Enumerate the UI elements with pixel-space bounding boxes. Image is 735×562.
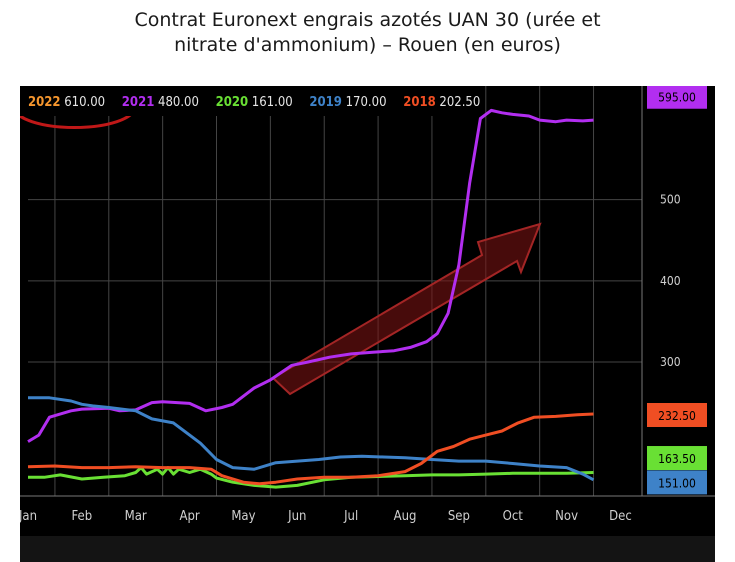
- last-value-label-box: [647, 403, 707, 427]
- x-tick-label: Feb: [72, 509, 93, 524]
- y-tick-label: 500: [660, 193, 681, 207]
- last-value-label-box: [647, 86, 707, 109]
- last-value-label: 232.50: [658, 409, 696, 423]
- trend-arrow-annotation: [271, 222, 542, 396]
- chart-title-line-2: nitrate d'ammonium) – Rouen (en euros): [174, 34, 561, 56]
- x-tick-label: Mar: [125, 509, 147, 524]
- last-value-label-box: [647, 446, 707, 471]
- x-tick-label: May: [231, 509, 255, 524]
- line-chart: 300 400 500 Jan Feb Mar Apr May Jun Jul Aug Sep Oct N…: [20, 86, 715, 562]
- x-tick-label: Dec: [609, 509, 632, 524]
- legend-series-name: 2022: [28, 95, 61, 110]
- y-tick-label: 300: [660, 355, 681, 369]
- x-tick-label: Apr: [179, 509, 199, 524]
- bottom-bar: [20, 536, 715, 562]
- series-line-2018: [27, 412, 594, 486]
- legend-background: [20, 86, 450, 116]
- legend-series-value: 202.50: [439, 95, 480, 110]
- x-tick-label: Sep: [448, 509, 470, 524]
- x-tick-label: Nov: [555, 509, 578, 524]
- series-line-2021: [27, 108, 594, 443]
- legend-series-value: 161.00: [252, 95, 293, 110]
- x-tick-label: Jun: [287, 509, 306, 524]
- last-value-label: 595.00: [658, 91, 696, 105]
- chart-frame: 300 400 500 Jan Feb Mar Apr May Jun Jul Aug Sep Oct N…: [20, 86, 715, 562]
- x-tick-label: Jul: [343, 509, 358, 524]
- legend-series-value: 480.00: [158, 95, 199, 110]
- last-value-label-box: [647, 470, 707, 495]
- legend-series-name: 2021: [122, 95, 155, 110]
- x-tick-label: Oct: [503, 509, 524, 524]
- x-tick-label: Jan: [20, 509, 37, 524]
- series-line-2019: [28, 396, 595, 482]
- legend-series-value: 170.00: [346, 95, 387, 110]
- legend-series-value: 610.00: [64, 95, 105, 110]
- chart-title-line-1: Contrat Euronext engrais azotés UAN 30 (…: [134, 9, 601, 31]
- legend-series-name: 2018: [403, 95, 436, 110]
- y-tick-label: 400: [660, 274, 681, 288]
- last-value-label: 163.50: [658, 452, 696, 466]
- legend-series-name: 2019: [309, 95, 342, 110]
- x-tick-label: Aug: [394, 509, 417, 524]
- legend-series-name: 2020: [216, 95, 249, 110]
- series-line-2020: [28, 466, 594, 489]
- last-value-label: 151.00: [658, 476, 696, 490]
- chart-title: Contrat Euronext engrais azotés UAN 30 (…: [0, 8, 735, 58]
